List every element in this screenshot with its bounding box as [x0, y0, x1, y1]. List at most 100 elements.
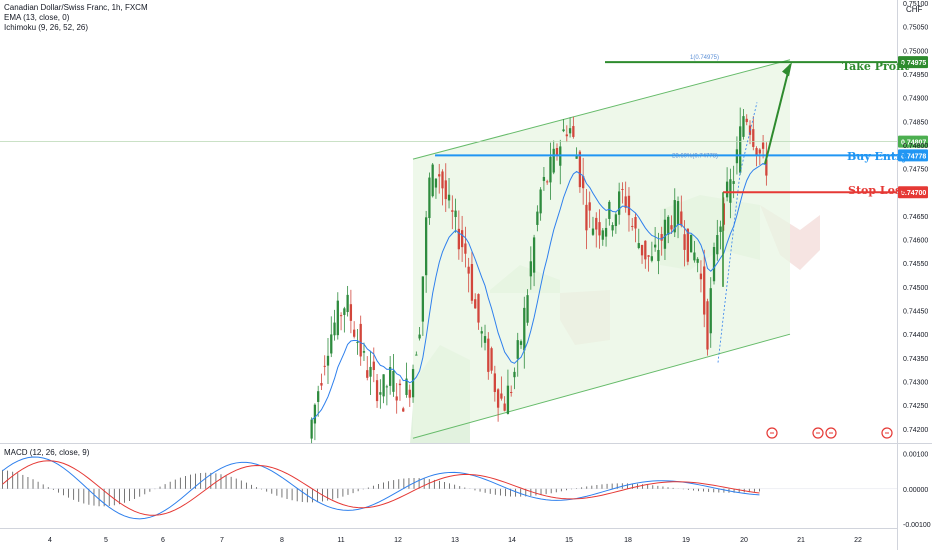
candle-body — [536, 211, 539, 225]
candle-body — [732, 181, 735, 184]
candle-body — [519, 341, 523, 345]
candle-body — [349, 304, 353, 321]
buy-entry-tag-bg — [898, 149, 928, 162]
candle-body — [608, 201, 611, 219]
stop-loss-tag-text: 0.74700 — [901, 190, 926, 197]
symbol-legend: Canadian Dollar/Swiss Franc, 1h, FXCM — [4, 3, 148, 12]
candle-body — [719, 226, 722, 232]
candle-body — [418, 334, 421, 339]
fib-mid-label: 23.60%(0.74778) — [672, 153, 718, 159]
candle-body — [503, 403, 506, 411]
candle-body — [761, 142, 765, 149]
candle-body — [703, 266, 706, 315]
price-tick-label: 0.74850 — [903, 119, 928, 126]
candle-body — [460, 230, 464, 248]
candle-body — [745, 118, 748, 123]
candle-body — [595, 217, 598, 230]
candle-body — [392, 370, 395, 392]
signal-line — [2, 460, 760, 516]
candle-body — [667, 216, 670, 235]
candle-body — [562, 129, 565, 132]
candle-body — [356, 341, 359, 343]
fib-dashed-line — [739, 102, 758, 174]
candle-body — [405, 378, 408, 395]
price-tick-label: 0.74450 — [903, 309, 928, 316]
candle-body — [382, 374, 385, 397]
candle-body — [326, 355, 330, 366]
candle-body — [755, 148, 758, 156]
candle-body — [578, 151, 582, 188]
candle-body — [725, 181, 729, 198]
candle-body — [500, 393, 503, 399]
candle-body — [614, 214, 618, 227]
time-tick-label: 7 — [220, 537, 224, 544]
candle-body — [716, 235, 719, 255]
candle-body — [706, 301, 709, 350]
candle-body — [336, 300, 339, 336]
candle-body — [408, 389, 411, 398]
price-tick-label: 0.74300 — [903, 379, 928, 386]
macd-line — [2, 456, 760, 520]
ema-line — [311, 162, 767, 420]
candle-body — [379, 392, 382, 395]
time-tick-label: 19 — [682, 537, 690, 544]
candle-body — [618, 191, 621, 215]
candle-body — [457, 228, 460, 250]
candle-body — [542, 176, 546, 181]
price-tick-label: 0.74800 — [903, 143, 928, 150]
candle-body — [663, 219, 667, 249]
candle-body — [693, 252, 696, 261]
macd-tick-label: 0.00000 — [903, 487, 928, 494]
channel-lower-line — [412, 333, 791, 439]
candle-body — [451, 210, 454, 212]
candle-body — [699, 273, 703, 280]
candle-body — [464, 243, 467, 254]
candle-body — [621, 188, 624, 190]
candle-body — [565, 134, 568, 137]
candle-body — [568, 128, 572, 134]
time-tick-label: 15 — [565, 537, 573, 544]
candle-body — [575, 156, 578, 159]
candle-body — [493, 373, 496, 392]
candle-body — [598, 222, 601, 236]
candle-body — [696, 258, 699, 263]
time-tick-label: 6 — [161, 537, 165, 544]
candle-body — [480, 331, 483, 334]
price-tick-label: 0.74250 — [903, 403, 928, 410]
candle-body — [709, 288, 712, 334]
candle-body — [447, 194, 451, 201]
candle-body — [601, 230, 604, 240]
candle-body — [585, 204, 588, 231]
target-arrow-head — [782, 62, 792, 77]
candle-body — [424, 217, 428, 276]
candle-body — [729, 179, 732, 203]
candle-body — [627, 195, 631, 216]
price-tick-label: 0.74900 — [903, 96, 928, 103]
candle-body — [611, 225, 614, 231]
candle-body — [591, 228, 595, 235]
candle-body — [346, 294, 349, 313]
candle-body — [366, 370, 369, 378]
candle-body — [310, 419, 313, 439]
last-price-tag-bg — [898, 135, 928, 148]
candle-body — [742, 116, 745, 137]
candle-body — [712, 247, 716, 282]
candle-body — [477, 294, 480, 323]
take-profit-label: Take Profit — [842, 60, 910, 73]
target-arrow-line — [764, 64, 791, 165]
channel-fill — [413, 59, 790, 439]
time-tick-label: 4 — [48, 537, 52, 544]
candle-body — [526, 295, 529, 323]
candle-body — [549, 156, 552, 183]
candle-body — [647, 255, 650, 257]
time-tick-label: 11 — [337, 537, 344, 544]
price-tick-label: 0.74200 — [903, 427, 928, 434]
candle-body — [529, 261, 532, 277]
candle-body — [323, 365, 326, 367]
candle-body — [385, 386, 389, 388]
price-tick-label: 0.74400 — [903, 332, 928, 339]
candle-body — [689, 234, 693, 253]
candle-body — [398, 383, 402, 386]
